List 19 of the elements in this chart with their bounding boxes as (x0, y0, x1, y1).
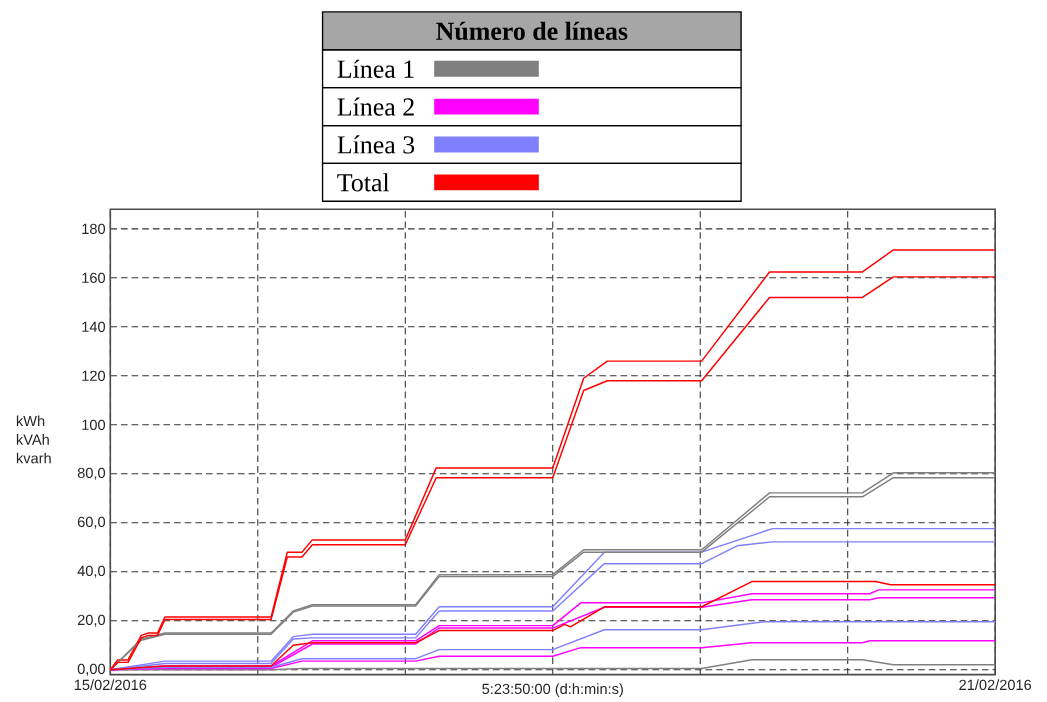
x-tick-label: 15/02/2016 (74, 679, 147, 691)
legend-label: Línea 1 (337, 59, 414, 79)
y-tick-label: 100 (82, 419, 106, 431)
y-tick-label: 140 (82, 321, 106, 333)
y-tick-label: 180 (82, 223, 106, 235)
x-tick-label: 21/02/2016 (959, 679, 1032, 691)
y-tick-label: 40,0 (77, 565, 106, 579)
legend-label: Línea 3 (337, 135, 415, 154)
legend-label: Línea 2 (337, 97, 414, 116)
y-tick-label: 120 (82, 370, 106, 382)
y-tick-label: 160 (82, 272, 106, 284)
y-axis-title: kWh kVAh kvarh (16, 415, 51, 464)
y-tick-label: 0,00 (77, 663, 106, 676)
y-tick-label: 20,0 (77, 614, 106, 628)
legend-title: Número de líneas (436, 21, 628, 41)
legend-label: Total (337, 173, 390, 192)
x-axis-title: 5:23:50:00 (d:h:min:s) (482, 683, 623, 698)
y-tick-label: 80,0 (77, 467, 106, 481)
y-tick-label: 60,0 (77, 516, 106, 530)
